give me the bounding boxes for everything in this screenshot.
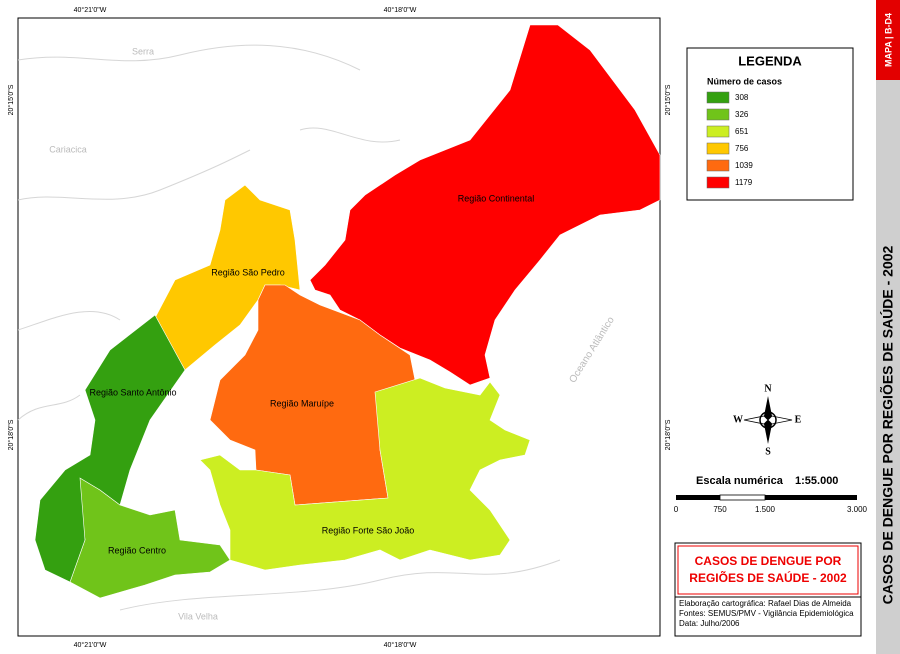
coast-line	[17, 394, 81, 421]
compass-arm	[743, 415, 769, 425]
place-label: Cariacica	[49, 144, 87, 154]
legend-title: LEGENDA	[738, 53, 802, 68]
coast-line	[299, 127, 401, 143]
legend-label: 326	[735, 110, 749, 119]
scale-segment	[719, 494, 766, 501]
scale-segment	[765, 495, 857, 500]
legend-swatch	[706, 125, 730, 138]
legend-swatch	[706, 142, 730, 155]
scale-tick: 3.000	[847, 505, 868, 514]
place-label: Serra	[132, 46, 154, 56]
map-code: MAPA | B-D4	[883, 13, 893, 67]
coordinate-label: 40°21'0"W	[74, 6, 107, 14]
title-line: REGIÕES DE SAÚDE - 2002	[689, 570, 847, 585]
credit-line: Elaboração cartográfica: Rafael Dias de …	[679, 599, 852, 608]
credit-line: Fontes: SEMUS/PMV - Vigilância Epidemiol…	[679, 609, 854, 618]
scale-label: Escala numérica	[696, 475, 784, 487]
legend-label: 308	[735, 93, 749, 102]
legend-swatch	[706, 159, 730, 172]
compass-label: N	[764, 383, 772, 394]
credit-line: Data: Julho/2006	[679, 619, 740, 628]
compass-label: E	[795, 414, 802, 425]
legend-swatch	[706, 91, 730, 104]
scale-tick: 1.500	[755, 505, 776, 514]
title-frame	[677, 545, 859, 595]
compass-label: S	[765, 446, 771, 457]
compass-arm	[764, 396, 772, 420]
compass-ring	[759, 411, 777, 429]
region-label: Região Santo Antônio	[89, 387, 176, 397]
legend-label: 1179	[735, 178, 753, 187]
credits: Elaboração cartográfica: Rafael Dias de …	[679, 599, 854, 628]
coast-line	[17, 149, 251, 201]
scale-tick: 750	[713, 505, 727, 514]
region-area	[154, 184, 301, 371]
legend-box	[686, 47, 854, 201]
coastlines	[17, 44, 561, 611]
compass-arm	[764, 420, 772, 444]
legend-label: 756	[735, 144, 749, 153]
region-labels: Região Continental Região São Pedro Região…	[89, 193, 534, 555]
coast-line	[119, 559, 561, 611]
coordinate-label: 20°15'0"S	[664, 84, 672, 115]
legend-swatch	[706, 176, 730, 189]
region-label: Região Centro	[108, 545, 166, 555]
legend-label: 1039	[735, 161, 753, 170]
coordinate-label: 40°21'0"W	[74, 641, 107, 649]
coordinate-label: 40°18'0"W	[384, 641, 417, 649]
scale-ratio: 1:55.000	[795, 475, 838, 487]
scale-segment	[676, 495, 720, 500]
coordinate-label: 20°18'0"S	[7, 419, 15, 450]
legend-label: 651	[735, 127, 749, 136]
coordinate-label: 40°18'0"W	[384, 6, 417, 14]
regions	[34, 24, 661, 599]
region-area	[309, 24, 661, 386]
coordinate-labels: 40°21'0"W 40°18'0"W 40°21'0"W 40°18'0"W …	[7, 6, 672, 649]
region-label: Região Forte São João	[322, 525, 415, 535]
coordinate-label: 20°18'0"S	[664, 419, 672, 450]
legend-swatch	[706, 108, 730, 121]
legend-items: 308 326 651 756 1039 1179	[706, 91, 753, 189]
region-label: Região Continental	[458, 193, 535, 203]
title-line: CASOS DE DENGUE POR	[695, 554, 842, 568]
scale-ticks: 0 750 1.500 3.000	[674, 505, 868, 514]
coast-line	[17, 44, 361, 71]
sidebar	[876, 0, 900, 654]
region-label: Região São Pedro	[211, 267, 285, 277]
sidebar-title: CASOS DE DENGUE POR REGIÕES DE SAÚDE - 2…	[879, 245, 896, 604]
place-label: Vila Velha	[178, 611, 218, 621]
coast-line	[17, 311, 121, 331]
region-area	[199, 377, 531, 571]
compass: N S E W	[733, 383, 802, 457]
scale-tick: 0	[674, 505, 679, 514]
legend-subtitle: Número de casos	[707, 76, 782, 86]
compass-label: W	[733, 414, 743, 425]
region-area	[34, 314, 186, 583]
coordinate-label: 20°15'0"S	[7, 84, 15, 115]
region-label: Região Maruípe	[270, 398, 334, 408]
sidebar-code-box	[876, 0, 900, 80]
